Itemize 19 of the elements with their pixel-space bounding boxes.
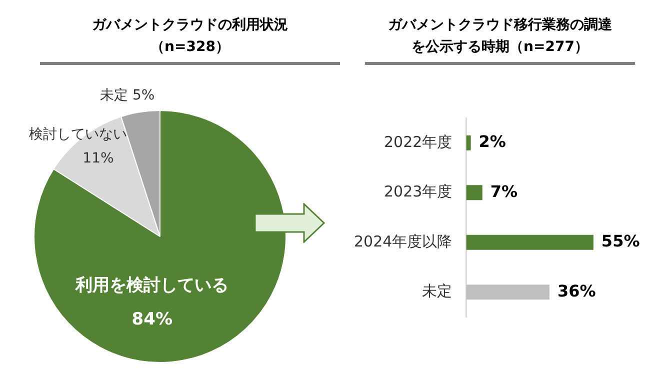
bar bbox=[466, 284, 550, 300]
data-label: 36% bbox=[557, 281, 596, 300]
y-tick-label: 2022年度 bbox=[384, 132, 452, 151]
data-label: 7% bbox=[490, 182, 518, 201]
bar bbox=[466, 234, 594, 250]
slice-label: 未定 5% bbox=[100, 88, 155, 104]
y-tick-label: 2024年度以降 bbox=[354, 232, 452, 250]
bar bbox=[466, 185, 482, 200]
data-label: 55% bbox=[601, 232, 640, 251]
data-label: 11% bbox=[82, 150, 114, 166]
y-tick-label: 2023年度 bbox=[384, 182, 452, 201]
chart-title: ガバメントクラウドの利用状況（n=328） bbox=[91, 16, 289, 57]
y-tick-label: 未定 bbox=[422, 282, 452, 300]
chart-title: ガバメントクラウド移行業務の調達を公示する時期（n=277） bbox=[387, 16, 613, 57]
slice-label: 利用を検討している bbox=[74, 276, 229, 296]
slice-label: 検討していない bbox=[29, 126, 128, 142]
bar bbox=[466, 135, 471, 150]
data-label: 2% bbox=[478, 132, 506, 152]
data-label: 84% bbox=[132, 310, 172, 330]
